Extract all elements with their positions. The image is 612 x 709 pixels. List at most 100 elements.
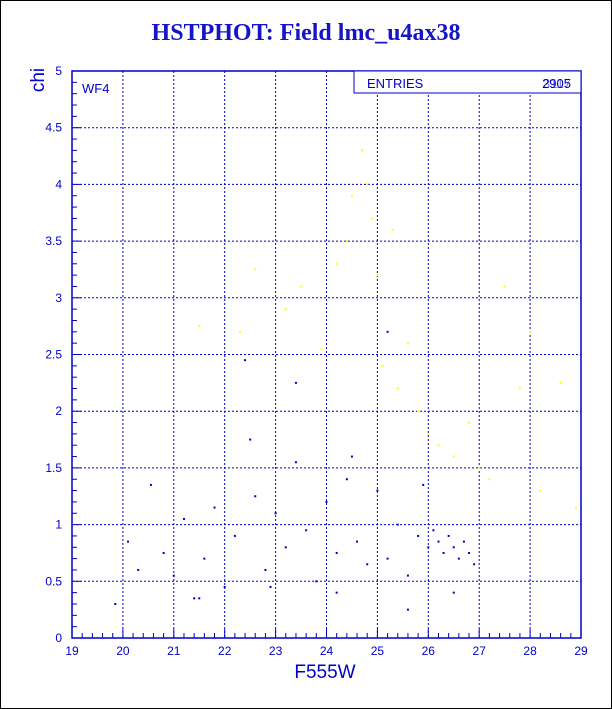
data-point <box>559 381 562 384</box>
data-point <box>366 563 369 566</box>
data-point <box>442 551 445 554</box>
data-point <box>182 517 185 520</box>
y-tick-label: 2.5 <box>45 348 62 362</box>
data-point <box>249 438 252 441</box>
stats-box <box>353 70 582 94</box>
data-point <box>452 591 455 594</box>
data-point <box>462 540 465 543</box>
data-point <box>417 534 420 537</box>
data-point <box>274 512 277 515</box>
x-tick-label: 26 <box>422 644 436 658</box>
data-point <box>452 455 455 458</box>
data-point <box>437 444 440 447</box>
data-point <box>269 585 272 588</box>
data-point <box>473 563 476 566</box>
panel-label: WF4 <box>82 81 109 96</box>
x-ticks: 19 20 21 22 23 24 25 26 27 28 29 <box>65 629 588 658</box>
x-tick-label: 28 <box>523 644 537 658</box>
data-point <box>406 342 409 345</box>
data-point <box>172 574 175 577</box>
data-point <box>350 194 353 197</box>
data-point <box>406 574 409 577</box>
stats-label: ENTRIES <box>367 76 424 91</box>
x-tick-label: 22 <box>218 644 232 658</box>
data-point <box>539 489 542 492</box>
data-point <box>468 551 471 554</box>
data-point <box>488 478 491 481</box>
y-ticks: 0 0.5 1 1.5 2 2.5 3 3.5 4 4.5 5 <box>45 64 81 645</box>
data-point <box>574 506 577 509</box>
y-tick-label: 1 <box>55 518 62 532</box>
data-point <box>371 217 374 220</box>
data-point <box>386 330 389 333</box>
data-point <box>437 540 440 543</box>
data-point <box>361 149 364 152</box>
y-tick-label: 2 <box>55 404 62 418</box>
y-tick-label: 4.5 <box>45 121 62 135</box>
y-tick-label: 3.5 <box>45 234 62 248</box>
data-points <box>114 149 577 611</box>
data-point <box>468 421 471 424</box>
y-tick-label: 5 <box>55 64 62 78</box>
y-tick-label: 0.5 <box>45 574 62 588</box>
data-point <box>233 534 236 537</box>
data-point <box>350 455 353 458</box>
data-point <box>345 240 348 243</box>
data-point <box>386 557 389 560</box>
data-point <box>198 325 201 328</box>
data-point <box>503 285 506 288</box>
y-tick-label: 3 <box>55 291 62 305</box>
data-point <box>300 285 303 288</box>
data-point <box>376 274 379 277</box>
y-axis-label: chi <box>28 68 49 92</box>
y-tick-label: 4 <box>55 177 62 191</box>
data-point <box>406 608 409 611</box>
data-point <box>345 478 348 481</box>
data-point <box>284 308 287 311</box>
data-point <box>126 540 129 543</box>
data-point <box>320 347 323 350</box>
data-point <box>396 387 399 390</box>
data-point <box>294 461 297 464</box>
x-tick-label: 23 <box>269 644 283 658</box>
data-point <box>193 597 196 600</box>
data-point <box>457 557 460 560</box>
data-point <box>356 540 359 543</box>
y-tick-label: 1.5 <box>45 461 62 475</box>
data-point <box>518 387 521 390</box>
data-point <box>427 546 430 549</box>
data-point <box>391 228 394 231</box>
data-point <box>422 483 425 486</box>
data-point <box>114 602 117 605</box>
data-point <box>315 580 318 583</box>
x-tick-label: 25 <box>371 644 385 658</box>
data-point <box>325 500 328 503</box>
x-tick-label: 21 <box>167 644 181 658</box>
data-point <box>254 495 257 498</box>
data-point <box>427 432 430 435</box>
data-point <box>162 551 165 554</box>
stats-value: 2905 <box>542 76 571 91</box>
data-point <box>335 262 338 265</box>
x-tick-label: 20 <box>116 644 130 658</box>
data-point <box>223 585 226 588</box>
data-point <box>452 546 455 549</box>
data-point <box>284 546 287 549</box>
data-point <box>335 551 338 554</box>
data-point <box>335 591 338 594</box>
data-point <box>149 483 152 486</box>
data-point <box>478 466 481 469</box>
data-point <box>366 183 369 186</box>
data-point <box>417 410 420 413</box>
data-point <box>294 381 297 384</box>
data-point <box>244 359 247 362</box>
chart-title: HSTPHOT: Field lmc_u4ax38 <box>151 20 461 46</box>
data-point <box>238 330 241 333</box>
x-tick-label: 27 <box>473 644 487 658</box>
data-point <box>381 364 384 367</box>
x-tick-label: 24 <box>320 644 334 658</box>
data-point <box>447 534 450 537</box>
data-point <box>254 268 257 271</box>
data-point <box>529 330 532 333</box>
